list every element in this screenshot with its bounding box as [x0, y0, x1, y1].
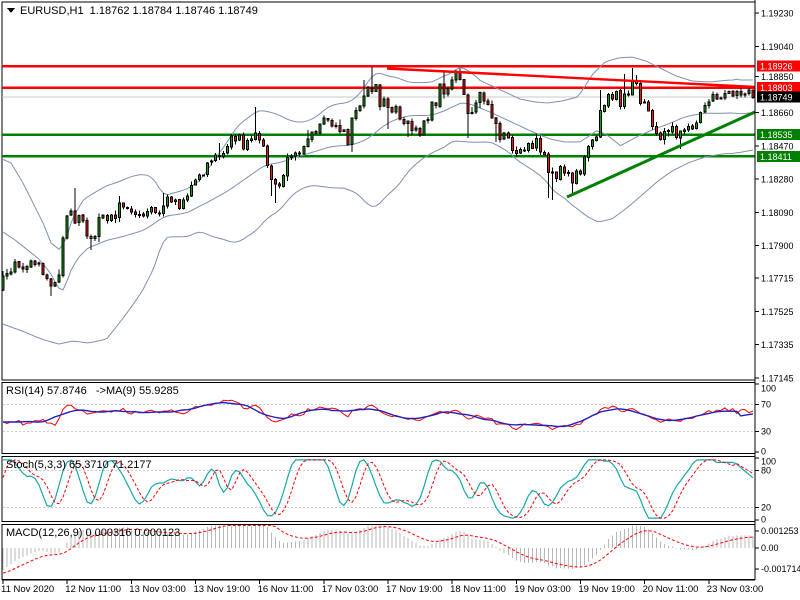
- svg-text:17 Nov 19:00: 17 Nov 19:00: [386, 584, 443, 595]
- svg-text:1.18926: 1.18926: [760, 62, 793, 72]
- svg-text:100: 100: [761, 384, 776, 394]
- svg-text:20: 20: [761, 503, 771, 513]
- svg-text:0.00: 0.00: [761, 543, 779, 553]
- svg-text:0: 0: [761, 515, 766, 525]
- svg-text:13 Nov 19:00: 13 Nov 19:00: [194, 584, 251, 595]
- svg-text:30: 30: [761, 427, 771, 437]
- svg-text:1.17715: 1.17715: [761, 274, 794, 284]
- svg-text:17 Nov 03:00: 17 Nov 03:00: [322, 584, 379, 595]
- svg-text:12 Nov 11:00: 12 Nov 11:00: [65, 584, 121, 595]
- svg-text:100: 100: [761, 457, 776, 467]
- svg-text:1.17335: 1.17335: [761, 340, 794, 350]
- svg-text:18 Nov 11:00: 18 Nov 11:00: [450, 584, 506, 595]
- svg-text:1.17525: 1.17525: [761, 307, 794, 317]
- svg-text:1.18749: 1.18749: [760, 93, 793, 103]
- svg-text:RSI(14) 57.8746 ->MA(9) 55.9: RSI(14) 57.8746 ->MA(9) 55.9285: [6, 385, 179, 397]
- svg-text:1.18090: 1.18090: [761, 208, 794, 218]
- svg-text:1.19040: 1.19040: [761, 42, 794, 52]
- svg-text:20 Nov 11:00: 20 Nov 11:00: [643, 584, 699, 595]
- svg-text:80: 80: [761, 465, 771, 475]
- svg-text:0: 0: [761, 447, 766, 457]
- svg-text:MACD(12,26,9) 0.000316 0.00012: MACD(12,26,9) 0.000316 0.000123: [6, 527, 180, 539]
- svg-text:1.18470: 1.18470: [761, 142, 794, 152]
- svg-text:16 Nov 11:00: 16 Nov 11:00: [258, 584, 314, 595]
- svg-text:1.18535: 1.18535: [760, 130, 793, 140]
- svg-text:1.17900: 1.17900: [761, 241, 794, 251]
- svg-text:23 Nov 03:00: 23 Nov 03:00: [707, 584, 764, 595]
- svg-text:19 Nov 03:00: 19 Nov 03:00: [514, 584, 571, 595]
- svg-text:Stoch(5,3,3) 65.3710 71.2177: Stoch(5,3,3) 65.3710 71.2177: [6, 459, 152, 471]
- svg-text:19 Nov 19:00: 19 Nov 19:00: [578, 584, 635, 595]
- svg-text:1.18660: 1.18660: [761, 108, 794, 118]
- svg-text:1.17145: 1.17145: [761, 373, 794, 383]
- svg-text:EURUSD,H1 1.18762 1.18784 1.1: EURUSD,H1 1.18762 1.18784 1.18746 1.1874…: [20, 5, 258, 17]
- svg-text:70: 70: [761, 399, 771, 409]
- svg-text:1.18850: 1.18850: [761, 72, 794, 82]
- svg-text:-0.001714: -0.001714: [761, 564, 800, 574]
- svg-text:1.18280: 1.18280: [761, 175, 794, 185]
- svg-text:13 Nov 03:00: 13 Nov 03:00: [129, 584, 186, 595]
- svg-text:0.001253: 0.001253: [761, 526, 799, 536]
- svg-text:1.18411: 1.18411: [760, 152, 792, 162]
- svg-text:1.18803: 1.18803: [760, 83, 793, 93]
- svg-text:11 Nov 2020: 11 Nov 2020: [1, 584, 54, 595]
- svg-text:1.19230: 1.19230: [761, 9, 794, 19]
